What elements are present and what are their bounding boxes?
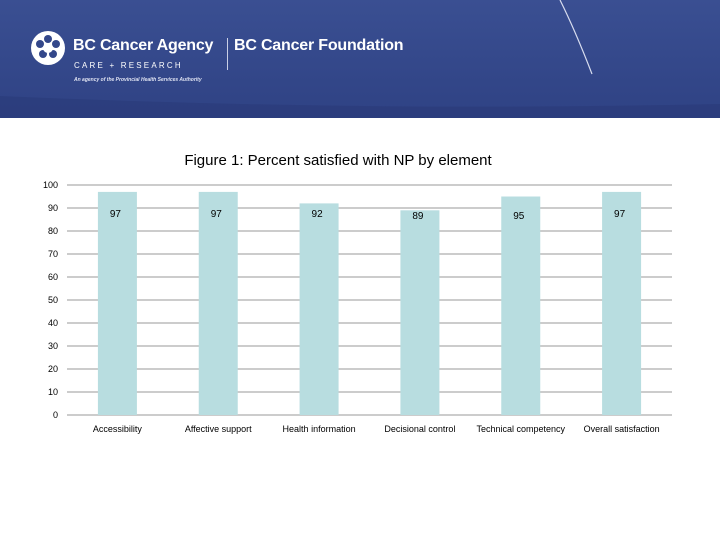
y-tick-label: 60 bbox=[48, 272, 58, 282]
header-banner: BC Cancer Agency BC Cancer Foundation CA… bbox=[0, 0, 720, 118]
header-divider bbox=[227, 38, 228, 70]
y-tick-label: 50 bbox=[48, 295, 58, 305]
foundation-name: BC Cancer Foundation bbox=[234, 37, 404, 54]
bar bbox=[501, 196, 541, 415]
data-label: 97 bbox=[211, 209, 223, 220]
y-tick-label: 30 bbox=[48, 341, 58, 351]
y-tick-label: 70 bbox=[48, 249, 58, 259]
y-tick-label: 80 bbox=[48, 226, 58, 236]
category-label: Health information bbox=[283, 424, 356, 434]
category-label: Decisional control bbox=[384, 424, 455, 434]
data-label: 97 bbox=[614, 209, 626, 220]
y-tick-label: 40 bbox=[48, 318, 58, 328]
y-tick-label: 0 bbox=[53, 410, 58, 420]
flower-logo-icon bbox=[31, 31, 65, 65]
data-label: 92 bbox=[312, 209, 324, 220]
agency-name: BC Cancer Agency bbox=[73, 37, 214, 54]
labels: 0 10 20 30 40 50 60 70 80 90 100 97 Accessibility 97 A… bbox=[43, 180, 660, 434]
y-tick-label: 10 bbox=[48, 387, 58, 397]
y-tick-label: 90 bbox=[48, 203, 58, 213]
banner-decoration bbox=[0, 0, 720, 118]
category-label: Overall satisfaction bbox=[584, 424, 660, 434]
data-label: 97 bbox=[110, 209, 122, 220]
care-research-subline: CARE + RESEARCH bbox=[74, 61, 183, 70]
category-label: Technical competency bbox=[476, 424, 565, 434]
y-tick-label: 100 bbox=[43, 180, 58, 190]
bar bbox=[602, 191, 642, 415]
bar bbox=[97, 191, 137, 415]
y-tick-label: 20 bbox=[48, 364, 58, 374]
gridlines bbox=[67, 184, 672, 416]
agency-tagline: An agency of the Provincial Health Servi… bbox=[74, 77, 202, 83]
bar bbox=[400, 210, 440, 415]
chart-title: Figure 1: Percent satisfied with NP by e… bbox=[184, 152, 492, 169]
category-label: Affective support bbox=[185, 424, 252, 434]
bar bbox=[299, 203, 339, 415]
bars bbox=[97, 191, 642, 415]
bar bbox=[198, 191, 238, 415]
category-label: Accessibility bbox=[93, 424, 143, 434]
data-label: 89 bbox=[412, 211, 424, 222]
data-label: 95 bbox=[513, 211, 525, 222]
